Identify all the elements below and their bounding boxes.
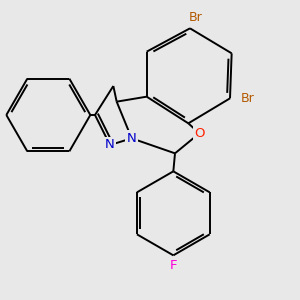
Text: O: O [194, 127, 205, 140]
Text: N: N [105, 139, 115, 152]
Text: Br: Br [241, 92, 255, 105]
Text: F: F [169, 259, 177, 272]
Text: Br: Br [189, 11, 203, 24]
Text: N: N [127, 132, 136, 145]
